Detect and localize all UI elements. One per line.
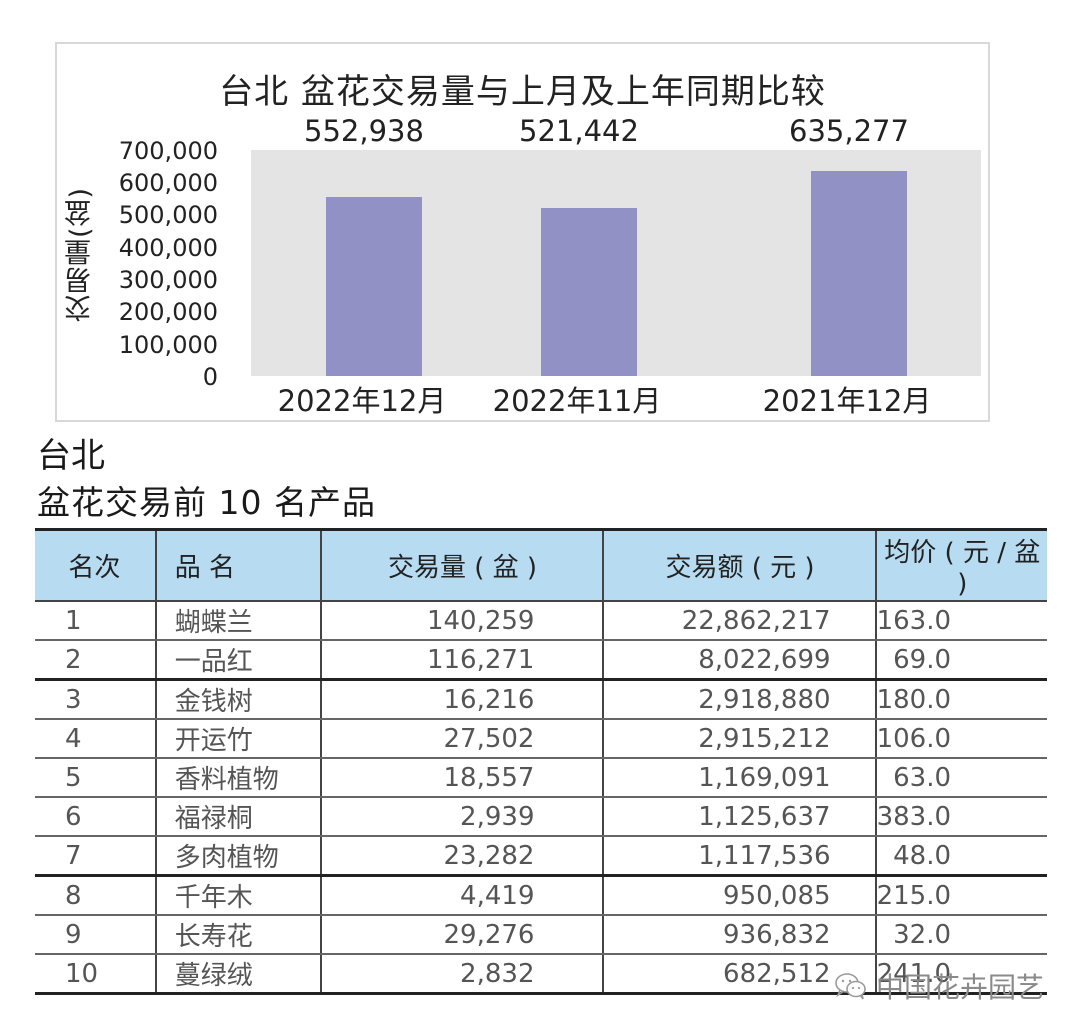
bar xyxy=(811,170,907,376)
cell-rank: 5 xyxy=(35,758,156,798)
top10-table: 名次 品 名 交易量 ( 盆 ) 交易额 ( 元 ) 均价 ( 元 / 盆 ) … xyxy=(35,528,1047,995)
cell-volume: 18,557 xyxy=(319,758,604,798)
y-tick: 200,000 xyxy=(118,298,218,326)
bar-value-label: 552,938 xyxy=(304,114,424,148)
y-tick: 300,000 xyxy=(118,266,218,294)
y-tick: 400,000 xyxy=(118,234,218,262)
y-tick: 600,000 xyxy=(118,169,218,197)
watermark: 中国花卉园艺 xyxy=(834,966,1044,1006)
table-row: 6 福禄桐 2,939 1,125,637 383.0 xyxy=(35,797,1047,837)
x-tick: 2022年12月 xyxy=(277,384,447,418)
bar-value-label: 635,277 xyxy=(789,114,909,148)
table-row: 5 香料植物 18,557 1,169,091 63.0 xyxy=(35,758,1047,798)
col-header-name: 品 名 xyxy=(154,528,321,602)
cell-rank: 10 xyxy=(35,954,156,995)
col-header-avg-price: 均价 ( 元 / 盆 ) xyxy=(874,528,1047,602)
cell-name: 福禄桐 xyxy=(154,797,321,837)
cell-volume: 116,271 xyxy=(319,640,604,681)
cell-avg-price: 163.0 xyxy=(874,601,1047,641)
plot-area xyxy=(251,150,981,376)
section-title-city: 台北 xyxy=(37,436,105,476)
table-row: 1 蝴蝶兰 140,259 22,862,217 163.0 xyxy=(35,601,1047,641)
cell-amount: 1,169,091 xyxy=(602,758,876,798)
cell-amount: 8,022,699 xyxy=(602,640,876,681)
cell-amount: 936,832 xyxy=(602,915,876,955)
x-tick: 2021年12月 xyxy=(762,384,932,418)
cell-avg-price: 241.0 xyxy=(874,954,1047,995)
cell-name: 蔓绿绒 xyxy=(154,954,321,995)
cell-volume: 4,419 xyxy=(319,875,604,916)
cell-avg-price: 383.0 xyxy=(874,797,1047,837)
cell-name: 千年木 xyxy=(154,875,321,916)
cell-amount: 682,512 xyxy=(602,954,876,995)
cell-volume: 2,939 xyxy=(319,797,604,837)
cell-avg-price: 63.0 xyxy=(874,758,1047,798)
section-title-top10: 盆花交易前 10 名产品 xyxy=(37,483,376,522)
table-header-row: 名次 品 名 交易量 ( 盆 ) 交易额 ( 元 ) 均价 ( 元 / 盆 ) xyxy=(35,528,1047,602)
bar-value-label: 521,442 xyxy=(519,114,639,148)
y-tick: 0 xyxy=(202,363,218,391)
cell-rank: 3 xyxy=(35,679,156,720)
cell-volume: 140,259 xyxy=(319,601,604,641)
table-row: 8 千年木 4,419 950,085 215.0 xyxy=(35,875,1047,916)
cell-amount: 22,862,217 xyxy=(602,601,876,641)
bar xyxy=(541,207,637,376)
cell-avg-price: 215.0 xyxy=(874,875,1047,916)
table-row: 9 长寿花 29,276 936,832 32.0 xyxy=(35,915,1047,955)
cell-name: 一品红 xyxy=(154,640,321,681)
table-row: 2 一品红 116,271 8,022,699 69.0 xyxy=(35,640,1047,681)
cell-rank: 8 xyxy=(35,875,156,916)
bar-chart: 台北 盆花交易量与上月及上年同期比较 交易量(盆) 700,000 600,00… xyxy=(55,42,990,422)
bar xyxy=(326,197,422,376)
wechat-icon xyxy=(834,972,868,1000)
cell-rank: 2 xyxy=(35,640,156,681)
cell-name: 蝴蝶兰 xyxy=(154,601,321,641)
cell-avg-price: 69.0 xyxy=(874,640,1047,681)
cell-amount: 1,117,536 xyxy=(602,836,876,877)
cell-avg-price: 106.0 xyxy=(874,719,1047,759)
cell-volume: 2,832 xyxy=(319,954,604,995)
cell-rank: 9 xyxy=(35,915,156,955)
cell-amount: 2,918,880 xyxy=(602,679,876,720)
cell-name: 香料植物 xyxy=(154,758,321,798)
cell-avg-price: 180.0 xyxy=(874,679,1047,720)
table-row: 10 蔓绿绒 2,832 682,512 241.0 xyxy=(35,954,1047,995)
cell-volume: 16,216 xyxy=(319,679,604,720)
cell-volume: 27,502 xyxy=(319,719,604,759)
table-row: 4 开运竹 27,502 2,915,212 106.0 xyxy=(35,719,1047,759)
cell-name: 开运竹 xyxy=(154,719,321,759)
cell-rank: 7 xyxy=(35,836,156,877)
cell-rank: 6 xyxy=(35,797,156,837)
col-header-volume: 交易量 ( 盆 ) xyxy=(319,528,604,602)
table-row: 7 多肉植物 23,282 1,117,536 48.0 xyxy=(35,836,1047,877)
cell-avg-price: 32.0 xyxy=(874,915,1047,955)
cell-volume: 29,276 xyxy=(319,915,604,955)
cell-name: 长寿花 xyxy=(154,915,321,955)
cell-name: 金钱树 xyxy=(154,679,321,720)
cell-rank: 1 xyxy=(35,601,156,641)
cell-name: 多肉植物 xyxy=(154,836,321,877)
y-axis-label: 交易量(盆) xyxy=(65,186,96,322)
cell-amount: 2,915,212 xyxy=(602,719,876,759)
watermark-text: 中国花卉园艺 xyxy=(875,971,1044,1004)
cell-amount: 950,085 xyxy=(602,875,876,916)
y-tick: 700,000 xyxy=(118,137,218,165)
cell-amount: 1,125,637 xyxy=(602,797,876,837)
cell-avg-price: 48.0 xyxy=(874,836,1047,877)
y-tick: 500,000 xyxy=(118,201,218,229)
table-row: 3 金钱树 16,216 2,918,880 180.0 xyxy=(35,679,1047,720)
chart-title: 台北 盆花交易量与上月及上年同期比较 xyxy=(219,72,826,112)
cell-rank: 4 xyxy=(35,719,156,759)
y-tick: 100,000 xyxy=(118,331,218,359)
col-header-amount: 交易额 ( 元 ) xyxy=(602,528,876,602)
x-tick: 2022年11月 xyxy=(492,384,662,418)
col-header-rank: 名次 xyxy=(35,528,156,602)
cell-volume: 23,282 xyxy=(319,836,604,877)
